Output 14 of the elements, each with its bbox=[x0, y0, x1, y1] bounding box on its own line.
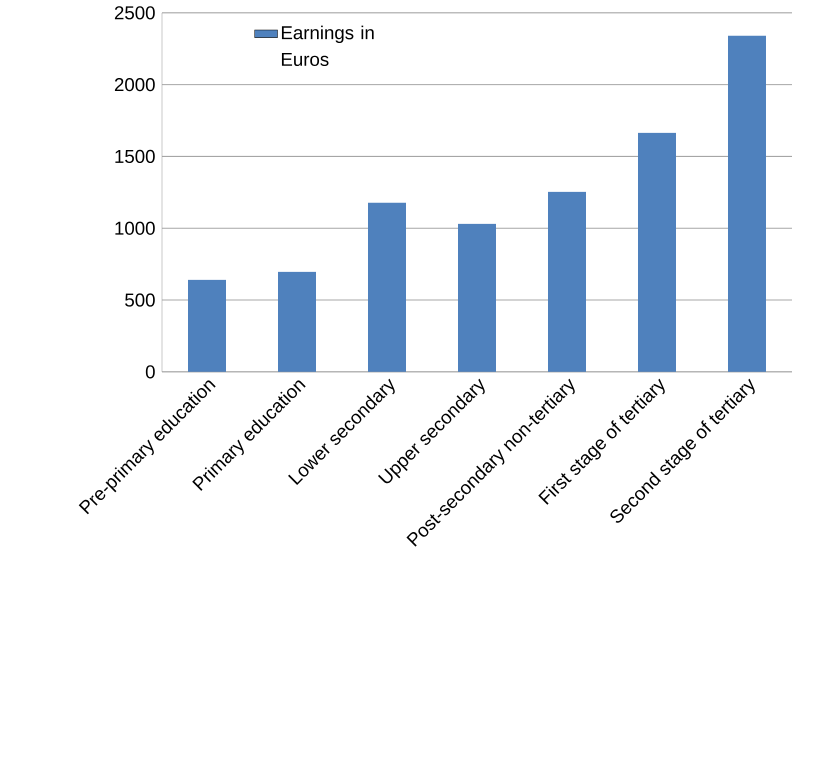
y-tick-label: 0 bbox=[146, 365, 155, 378]
bar bbox=[278, 272, 316, 372]
bar bbox=[368, 202, 406, 372]
bar bbox=[458, 224, 496, 372]
y-tick-label: 2500 bbox=[114, 6, 155, 20]
legend-label: Earnings in Euros bbox=[282, 26, 374, 66]
bar bbox=[728, 36, 766, 372]
bar bbox=[188, 280, 226, 372]
y-tick-label: 2000 bbox=[114, 78, 155, 92]
bar bbox=[548, 192, 586, 372]
y-tick-label: 1000 bbox=[115, 222, 155, 235]
bar bbox=[638, 132, 676, 372]
y-tick-label: 1500 bbox=[115, 150, 155, 163]
y-tick-label: 500 bbox=[125, 293, 155, 307]
